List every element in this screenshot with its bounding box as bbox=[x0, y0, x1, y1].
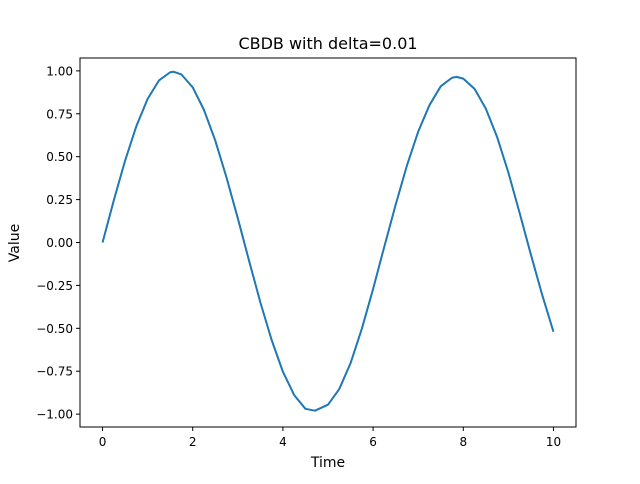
x-tick-label: 10 bbox=[546, 435, 561, 449]
y-tick-label: −0.75 bbox=[36, 365, 73, 379]
y-tick-label: 0.75 bbox=[46, 107, 73, 121]
x-axis-ticks: 0 2 4 6 8 10 bbox=[99, 427, 561, 449]
y-tick-label: 0.25 bbox=[46, 193, 73, 207]
y-tick-label: 1.00 bbox=[46, 64, 73, 78]
y-tick-label: −0.25 bbox=[36, 279, 73, 293]
x-tick-label: 4 bbox=[279, 435, 287, 449]
x-tick-label: 6 bbox=[369, 435, 377, 449]
x-tick-label: 0 bbox=[99, 435, 107, 449]
y-axis-label: Value bbox=[7, 224, 23, 262]
x-tick-label: 2 bbox=[189, 435, 197, 449]
y-tick-label: 0.00 bbox=[46, 236, 73, 250]
plot-area bbox=[101, 70, 555, 412]
y-tick-label: 0.50 bbox=[46, 150, 73, 164]
x-axis-label: Time bbox=[310, 455, 345, 471]
chart-title: CBDB with delta=0.01 bbox=[238, 34, 417, 53]
y-axis-ticks: −1.00 −0.75 −0.50 −0.25 0.00 0.25 0.50 0.75 1.00 bbox=[36, 64, 80, 422]
series-line-0 bbox=[101, 70, 555, 412]
x-tick-label: 8 bbox=[459, 435, 467, 449]
y-tick-label: −0.50 bbox=[36, 322, 73, 336]
y-tick-label: −1.00 bbox=[36, 408, 73, 422]
